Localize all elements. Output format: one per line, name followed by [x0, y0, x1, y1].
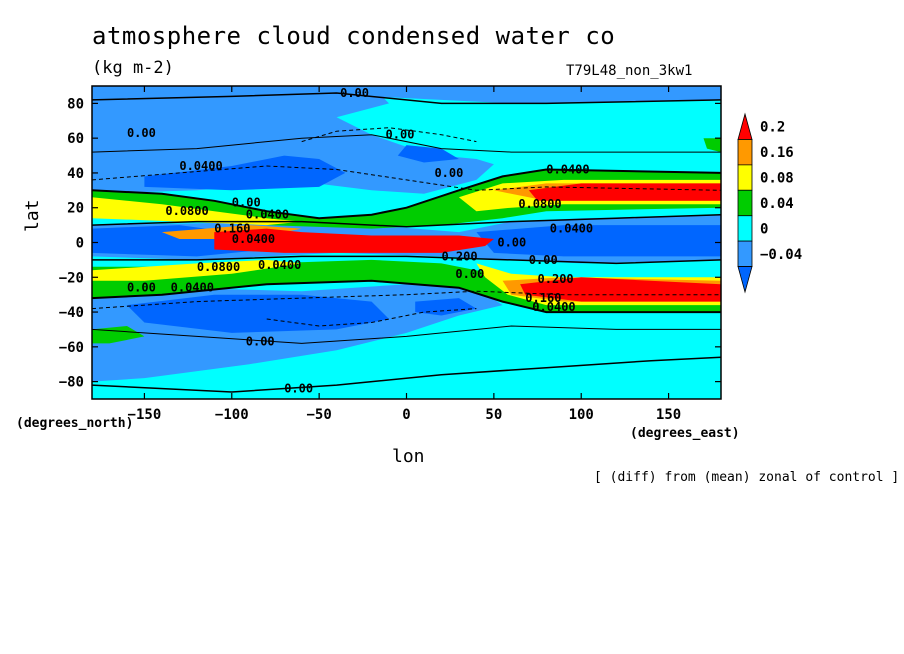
- x-tick-label: 100: [569, 407, 594, 423]
- chart-title: atmosphere cloud condensed water co: [92, 22, 616, 50]
- contour-dashed-north-2: [301, 127, 477, 143]
- y-tick-label: 40: [67, 166, 84, 182]
- x-tick-label: −150: [128, 407, 162, 423]
- region-east-equatorial-negative: [476, 225, 721, 257]
- x-tick-label: 150: [656, 407, 681, 423]
- y-tick-label: −60: [59, 340, 84, 356]
- x-axis-label: lon: [392, 446, 425, 467]
- x-tick-label: 0: [402, 407, 410, 423]
- region-nw-negative: [92, 86, 494, 194]
- contour-label: 0.00: [246, 335, 275, 349]
- contour-label: 0.00: [232, 196, 261, 210]
- contour-label: 0.0400: [532, 300, 575, 314]
- contour-fill-layer: [92, 86, 721, 399]
- contour-line-layer: [92, 92, 721, 393]
- colorbar-label: 0.08: [760, 171, 794, 187]
- colorbar: 0.2 0.16 0.08 0.04 0 −0.04: [737, 112, 802, 294]
- contour-label: 0.00: [497, 236, 526, 250]
- region-north-strong-negative: [144, 155, 346, 191]
- contour-label: 0.160: [214, 222, 250, 236]
- contour-label: 0.0400: [546, 162, 589, 176]
- contour-label: 0.0400: [232, 232, 275, 246]
- contour-label: 0.200: [441, 249, 477, 263]
- colorbar-label: 0.16: [760, 145, 794, 161]
- x-unit-note: (degrees_east): [630, 426, 740, 441]
- chart-units: (kg m-2): [92, 58, 174, 78]
- y-tick-label: −40: [59, 305, 84, 321]
- contour-label: 0.0800: [197, 260, 240, 274]
- region-northeast-edge-positive: [703, 138, 721, 153]
- colorbar-segment: [737, 139, 753, 166]
- contour-line-north-thick: [92, 168, 721, 220]
- region-north-polar-negative: [92, 86, 721, 104]
- contour-label: 0.00: [340, 86, 369, 100]
- y-axis-ticks: 80 60 40 20 0 −20 −40 −60 −80: [59, 96, 721, 391]
- colorbar-segment: [737, 215, 753, 242]
- contour-label: 0.00: [455, 267, 484, 281]
- colorbar-segment: [737, 189, 753, 217]
- x-axis-ticks: −150 −100 −50 0 50 100 150: [128, 86, 681, 423]
- contour-label: 0.0400: [550, 222, 593, 236]
- x-tick-label: −50: [306, 407, 331, 423]
- contour-line-equator-south: [92, 255, 721, 265]
- contour-label: 0.160: [525, 291, 561, 305]
- footer-note: [ (diff) from (mean) zonal of control ]: [594, 470, 900, 485]
- contour-dashed-north-1: [92, 165, 721, 191]
- region-red-north-east: [528, 183, 721, 201]
- contour-label: 0.00: [434, 166, 463, 180]
- region-red-equatorial: [214, 228, 494, 253]
- colorbar-segment: [737, 112, 753, 140]
- contour-label: 0.0400: [246, 208, 289, 222]
- colorbar-segment: [737, 266, 753, 294]
- run-id-label: T79L48_non_3kw1: [566, 63, 693, 79]
- contour-label: 0.200: [538, 272, 574, 286]
- contour-label: 0.0800: [165, 204, 208, 218]
- contour-label: 0.00: [127, 126, 156, 140]
- contour-line-equator-north: [92, 213, 721, 228]
- contour-label: 0.0400: [171, 281, 214, 295]
- contour-label: 0.0400: [258, 258, 301, 272]
- region-red-south-east: [520, 277, 721, 302]
- x-tick-label: 50: [485, 407, 502, 423]
- contour-dashed-south-1: [92, 290, 721, 310]
- y-tick-label: 0: [76, 236, 84, 252]
- contour-line-north-mid: [92, 134, 721, 153]
- colorbar-label: 0: [760, 221, 768, 237]
- contour-label: 0.00: [127, 281, 156, 295]
- y-tick-label: 60: [67, 131, 84, 147]
- x-tick-label: −100: [215, 407, 249, 423]
- contour-label: 0.0800: [518, 197, 561, 211]
- contour-line-north-polar: [92, 92, 721, 105]
- region-south-strong-negative: [126, 294, 390, 333]
- contour-line-south-thick: [92, 279, 721, 314]
- contour-line-south-mid: [92, 325, 721, 344]
- y-tick-label: −20: [59, 270, 84, 286]
- region-north-mid-negative: [397, 145, 459, 163]
- contour-label: 0.00: [284, 382, 313, 396]
- colorbar-label: −0.04: [760, 247, 802, 263]
- colorbar-label: 0.04: [760, 196, 794, 212]
- colorbar-segment: [737, 240, 753, 267]
- contour-label: 0.00: [386, 128, 415, 142]
- region-south-mid-negative: [415, 298, 477, 316]
- contour-dashed-south-2: [266, 308, 477, 327]
- region-south-yellow: [92, 259, 302, 281]
- colorbar-label: 0.2: [760, 120, 785, 136]
- y-unit-note: (degrees_north): [16, 416, 134, 431]
- region-north-yellow: [92, 197, 302, 226]
- y-tick-label: 80: [67, 96, 84, 112]
- contour-label: 0.0400: [179, 159, 222, 173]
- y-tick-label: 20: [67, 201, 84, 217]
- colorbar-segment: [737, 164, 753, 191]
- contour-line-south-polar: [92, 356, 721, 393]
- y-tick-label: −80: [59, 375, 84, 391]
- contour-label: 0.00: [529, 253, 558, 267]
